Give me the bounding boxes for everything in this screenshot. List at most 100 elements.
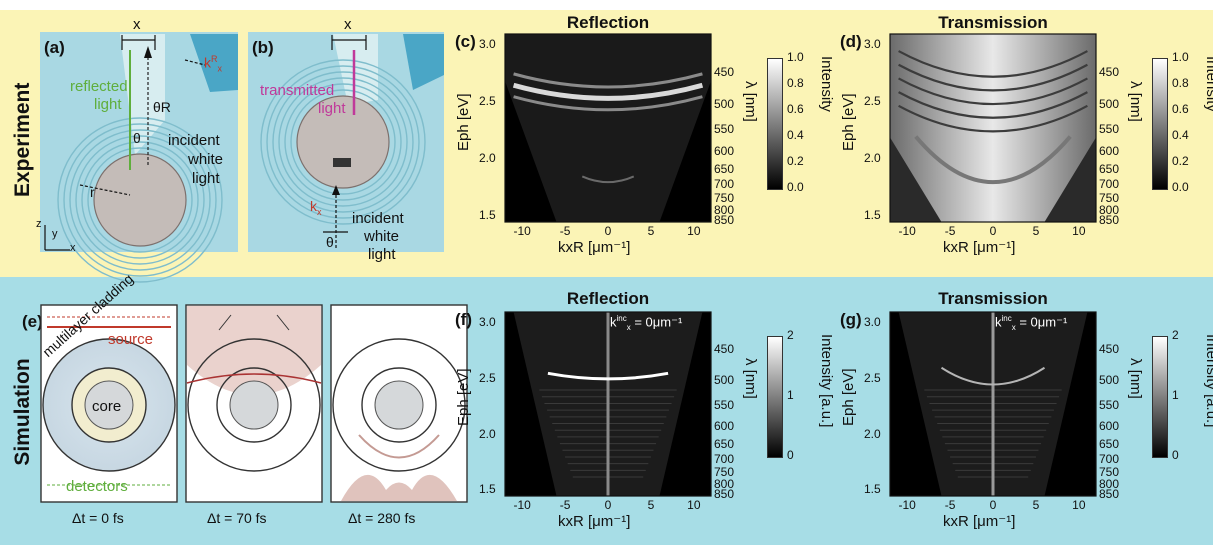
panel_d-cblabel: Intensity (1203, 56, 1213, 112)
panel_f-y2tick-3: 600 (714, 419, 735, 434)
panel_d-ytick-3: 1.5 (864, 208, 881, 223)
panel_g-y2tick-5: 700 (1099, 452, 1120, 467)
panel-a-diagram (40, 32, 238, 283)
panel-a-axis-x: x (70, 242, 76, 254)
panel-a-incident: incident (168, 132, 220, 149)
panel_g-y2tick-0: 450 (1099, 342, 1120, 357)
panel-a-kx-sub: x (217, 63, 223, 74)
panel_c-ytick-1: 2.5 (479, 94, 496, 109)
panel_d-y2tick-6: 750 (1099, 190, 1120, 205)
panel_f-cbtick-0: 2 (787, 328, 794, 342)
panel_f-colorbar (767, 336, 783, 458)
panel-a-reflected: reflected (70, 78, 128, 95)
panel_f-annotation: kincx = 0μm⁻¹ (610, 314, 682, 332)
panel_f-label: (f) (455, 310, 472, 329)
panel_d-cbtick-4: 0.2 (1172, 154, 1189, 168)
panel_d-cone (890, 34, 1096, 222)
panel_c-cbtick-3: 0.4 (787, 128, 804, 142)
panel-b: (b) x transmitted light kx incident whit… (248, 16, 444, 263)
panel_g-ytick-3: 1.5 (864, 482, 881, 497)
panel_f-y2label: λ [nm] (742, 358, 759, 399)
panel_d-ytick-1: 2.5 (864, 94, 881, 109)
incident-beam-a (190, 34, 238, 92)
panel_f-y2tick-2: 550 (714, 398, 735, 413)
panel_g-y2label: λ [nm] (1127, 358, 1144, 399)
panel_g-xtick-2: 0 (989, 498, 997, 512)
panel_d-cbtick-1: 0.8 (1172, 76, 1189, 90)
panel-a-x: x (133, 16, 141, 33)
panel_g-frame (889, 311, 1097, 497)
panel_f-ytick-3: 1.5 (479, 482, 496, 497)
panel_d-y2tick-8: 850 (1099, 213, 1120, 228)
row-label-experiment: Experiment (11, 82, 34, 197)
panel_f-xtick-4: 10 (687, 498, 701, 512)
panel_g-annotation: kincx = 0μm⁻¹ (995, 314, 1067, 332)
panel_f-xtick-0: -10 (513, 498, 531, 512)
panel_c-y2tick-5: 700 (714, 177, 735, 192)
panel-a-kx: kRx (204, 54, 222, 73)
panel_c-xtick-1: -5 (559, 224, 571, 238)
panel-a-kx-k: k (204, 54, 211, 71)
panel_f-y2tick-4: 650 (714, 436, 735, 451)
panel_g-y2tick-3: 600 (1099, 419, 1120, 434)
panel-b-theta: θ (326, 234, 334, 250)
panel_f-ytick-2: 2.0 (479, 426, 496, 441)
panel_d-ytick-0: 3.0 (864, 37, 881, 52)
panel_g-y2tick-7: 800 (1099, 476, 1120, 491)
panel_d-vshape (914, 135, 1072, 184)
panel-b-kx-k: k (310, 198, 317, 214)
panel_c-plot (504, 33, 712, 223)
panel_f-cblabel: Intensity [a.u.] (818, 334, 835, 428)
panel_c-y2tick-8: 850 (714, 213, 735, 228)
panel-e-detectors: detectors (66, 478, 128, 495)
panel_c-band-2 (513, 95, 703, 112)
panel-b-white: white (364, 228, 400, 245)
row-label-simulation: Simulation (11, 358, 34, 466)
panel_d-xtick-3: 5 (1032, 224, 1040, 238)
panel_d-band-3 (898, 91, 1088, 119)
panel-a-light: light (94, 96, 122, 113)
panel_d-y2tick-3: 600 (1099, 143, 1120, 158)
panel_f-xtick-1: -5 (559, 498, 571, 512)
panel_d-y2tick-4: 650 (1099, 161, 1120, 176)
panel_g-brightband (940, 366, 1046, 386)
panel_c-cblabel: Intensity (818, 56, 835, 112)
panel_d-cbtick-5: 0.0 (1172, 180, 1189, 194)
panel-a-label: (a) (44, 38, 65, 57)
panel_c-cbtick-5: 0.0 (787, 180, 804, 194)
panel_c-xtick-3: 5 (647, 224, 655, 238)
panel_c-y2label: λ [nm] (742, 81, 759, 122)
panel_d-band-2 (898, 77, 1088, 106)
panel_d-frame (889, 33, 1097, 223)
panel_g-cbtick-1: 1 (1172, 388, 1179, 402)
panel_d-cbtick-0: 1.0 (1172, 50, 1189, 64)
panel_f-y2tick-1: 500 (714, 373, 735, 388)
panel_c-band-0 (513, 72, 703, 89)
panel_g-ytick-0: 3.0 (864, 315, 881, 330)
panel-e-diagram (40, 304, 468, 503)
panel_d-cbtick-3: 0.4 (1172, 128, 1189, 142)
panel_d-band-1 (898, 63, 1088, 92)
panel_c-y2tick-0: 450 (714, 65, 735, 80)
panel_c-y2tick-3: 600 (714, 143, 735, 158)
panel_g-cbtick-0: 2 (1172, 328, 1179, 342)
panel_d-y2tick-1: 500 (1099, 96, 1120, 111)
panel_g-y2tick-1: 500 (1099, 373, 1120, 388)
panel_c-band-1 (512, 82, 704, 101)
panel_c-xtick-4: 10 (687, 224, 701, 238)
panel_c-frame (504, 33, 712, 223)
panel_d-xtick-4: 10 (1072, 224, 1086, 238)
panel-a-kx-sup: R (211, 54, 218, 64)
panel-e-dt-1: Δt = 70 fs (207, 510, 267, 526)
panel_c-y2tick-1: 500 (714, 96, 735, 111)
panel_g-ytick-1: 2.5 (864, 370, 881, 385)
panel-b-incident: incident (352, 210, 404, 227)
panel_f-title: Reflection (566, 289, 650, 308)
panel_f-y2tick-0: 450 (714, 342, 735, 357)
panel-b-kx: kx (310, 198, 322, 217)
panel_f-y2tick-5: 700 (714, 452, 735, 467)
panel_f-cbtick-2: 0 (787, 448, 794, 462)
panel-e-dt-2: Δt = 280 fs (348, 510, 416, 526)
panel_c-xlabel: kxR [μm⁻¹] (558, 239, 631, 256)
panel_c-ylabel: Eph [eV] (455, 93, 472, 151)
